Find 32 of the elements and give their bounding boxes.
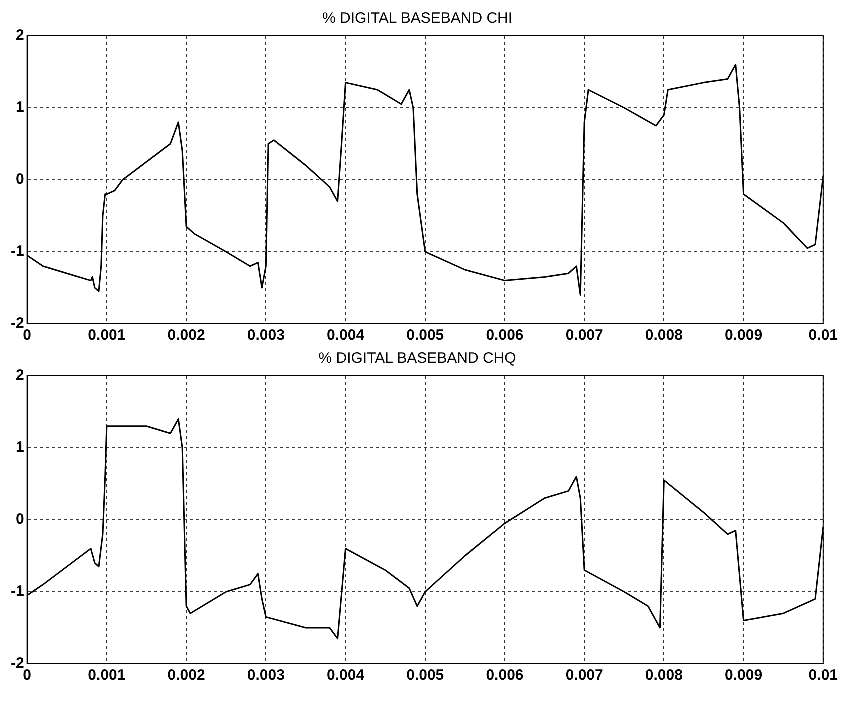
y-tick-label: 2 [16, 27, 24, 44]
x-tick-label: 0.003 [247, 327, 285, 344]
y-tick-label: 2 [16, 367, 24, 384]
x-tick-label: 0.009 [725, 667, 763, 684]
x-tick-label: 0.008 [645, 667, 683, 684]
x-tick-label: 0.005 [406, 327, 444, 344]
x-tick-label: 0.007 [566, 667, 604, 684]
x-tick-label: 0.01 [808, 667, 838, 684]
x-tick-label: 0.008 [645, 327, 683, 344]
y-tick-label: -2 [10, 315, 24, 332]
x-tick-label: 0.007 [566, 327, 604, 344]
y-tick-label: -1 [10, 583, 24, 600]
x-tick-label: 0.001 [88, 667, 126, 684]
y-tick-label: -2 [10, 655, 24, 672]
y-tick-label: 1 [16, 439, 24, 456]
y-tick-label: 0 [16, 511, 24, 528]
x-tick-label: 0.003 [247, 667, 285, 684]
y-tick-label: 1 [16, 99, 24, 116]
chart-title: % DIGITAL BASEBAND CHQ [318, 350, 516, 368]
x-tick-label: 0.004 [326, 327, 366, 344]
x-tick-label: 0.009 [725, 327, 763, 344]
y-tick-label: -1 [10, 243, 24, 260]
x-tick-label: 0.004 [326, 667, 366, 684]
x-tick-label: 0.006 [486, 327, 524, 344]
x-tick-label: 0.001 [88, 327, 126, 344]
x-tick-label: 0.002 [168, 667, 206, 684]
x-tick-label: 0.01 [808, 327, 838, 344]
y-tick-label: 0 [16, 171, 24, 188]
x-tick-label: 0.006 [486, 667, 524, 684]
x-tick-label: 0.005 [406, 667, 444, 684]
x-tick-label: 0.002 [168, 327, 206, 344]
chart-title: % DIGITAL BASEBAND CHI [322, 10, 513, 28]
